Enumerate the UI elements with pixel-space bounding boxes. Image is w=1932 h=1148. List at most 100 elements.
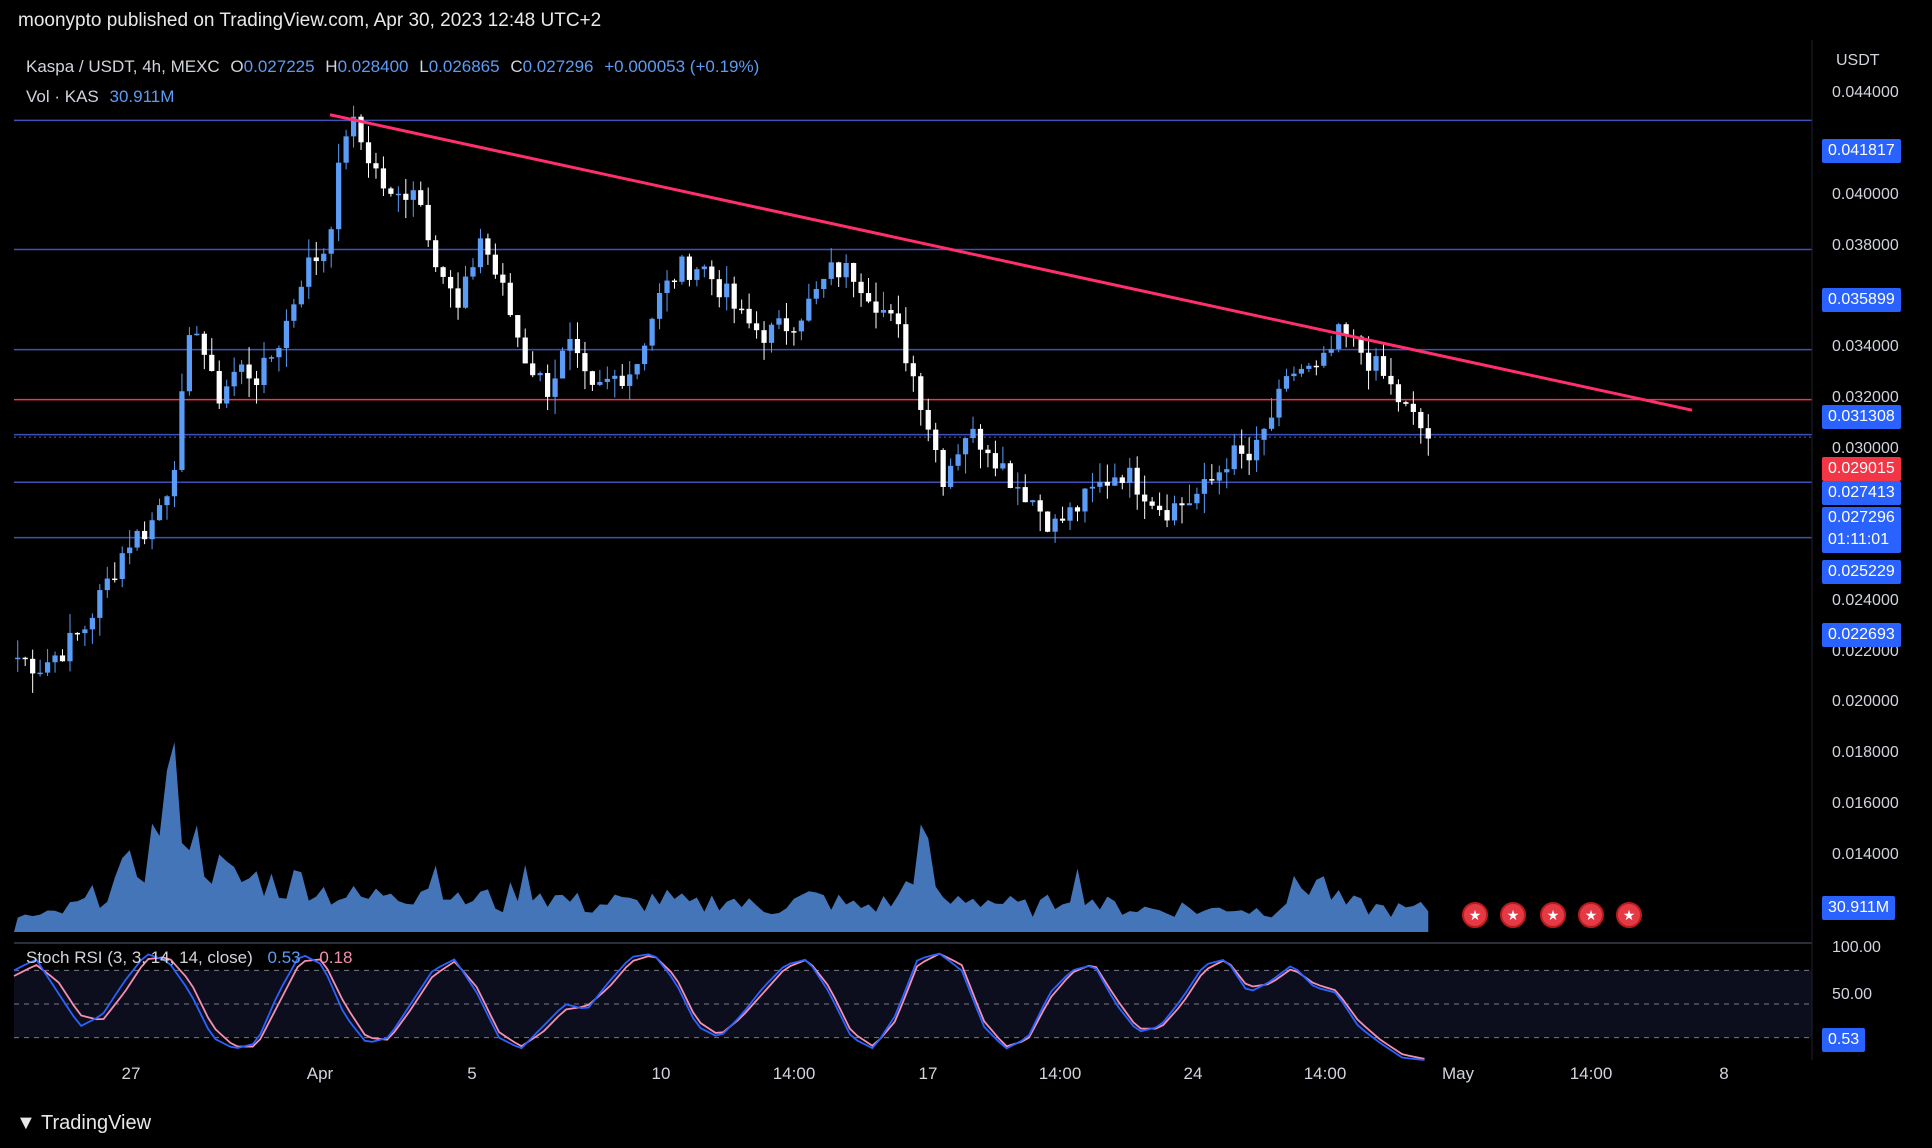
us-event-flag-icon[interactable]: ★ — [1500, 902, 1526, 928]
candle-body — [164, 496, 170, 506]
candle-body — [1045, 511, 1051, 532]
candle-body — [522, 337, 528, 364]
candle-body — [224, 386, 230, 404]
candle-body — [701, 266, 707, 270]
candle-body — [1179, 503, 1185, 506]
candle-body — [231, 371, 237, 387]
candle-body — [1365, 352, 1372, 371]
candle-body — [179, 391, 185, 470]
us-event-flag-icon[interactable]: ★ — [1616, 902, 1642, 928]
candle-body — [753, 323, 760, 331]
candle-body — [828, 262, 834, 279]
candle-body — [306, 257, 312, 287]
candle-body — [656, 292, 663, 319]
candle-body — [283, 320, 290, 349]
candle-body — [567, 338, 573, 351]
open-label: O — [230, 57, 244, 76]
rsi-tick: 100.00 — [1832, 939, 1881, 956]
candle-body — [642, 345, 648, 365]
candle-body — [291, 304, 297, 321]
symbol-label[interactable]: Kaspa / USDT, 4h, MEXC — [26, 57, 220, 76]
candle-body — [15, 657, 21, 660]
candle-body — [485, 238, 491, 255]
price-tick: 0.030000 — [1832, 440, 1899, 457]
candle-body — [67, 632, 73, 662]
descending-trendline — [329, 113, 1693, 412]
change-value: +0.000053 (+0.19%) — [604, 57, 760, 76]
candle-body — [336, 162, 342, 230]
tradingview-logo[interactable]: ▼ TradingView — [16, 1112, 151, 1135]
candle-body — [589, 371, 596, 385]
candle-body — [1000, 463, 1006, 469]
candle-body — [1216, 472, 1222, 481]
candle-body — [1239, 445, 1245, 454]
price-tick: 0.022000 — [1832, 643, 1899, 660]
candle-body — [1283, 376, 1290, 389]
footer: ▼ TradingView — [0, 1100, 1932, 1148]
candle-body — [985, 449, 991, 454]
candle-body — [1254, 439, 1260, 461]
candle-body — [1403, 402, 1409, 404]
candle-body — [1395, 384, 1402, 403]
candle-body — [552, 378, 558, 397]
candle-body — [709, 266, 715, 280]
candle-body — [22, 657, 28, 660]
candle-body — [97, 590, 103, 618]
candle-body — [918, 376, 924, 410]
candle-body — [1171, 503, 1178, 521]
candle-body — [694, 269, 700, 280]
last-price-value: 0.027296 — [1828, 509, 1895, 526]
candle-body — [298, 286, 304, 305]
candle-body — [1313, 365, 1319, 368]
candle-body — [477, 238, 484, 268]
candle-body — [119, 553, 125, 579]
candle-body — [462, 276, 469, 308]
candle-body — [1119, 477, 1125, 483]
last-price-tag: 0.027296 01:11:01 — [1822, 507, 1901, 553]
candle-body — [447, 276, 454, 289]
candle-body — [582, 353, 588, 372]
volume-tag: 30.911M — [1822, 896, 1896, 920]
candle-body — [1007, 463, 1013, 489]
candle-body — [1142, 494, 1148, 502]
candle-body — [1224, 469, 1230, 473]
candle-body — [821, 278, 827, 290]
us-event-flag-icon[interactable]: ★ — [1578, 902, 1604, 928]
time-tick: 17 — [918, 1064, 938, 1083]
stoch-rsi-k-line — [13, 952, 1425, 1061]
candle-body — [664, 280, 670, 293]
candle-body — [358, 116, 364, 143]
time-tick: Apr — [306, 1064, 334, 1083]
us-event-flag-icon[interactable]: ★ — [1462, 902, 1488, 928]
chart-canvas[interactable] — [0, 40, 1932, 1100]
candle-body — [1336, 324, 1342, 350]
candles — [15, 105, 1431, 693]
candle-body — [1059, 518, 1066, 521]
time-tick: 14:00 — [1569, 1064, 1613, 1083]
close-value: 0.027296 — [522, 57, 594, 76]
stoch-rsi-d-value: 0.18 — [319, 948, 353, 967]
candle-body — [1418, 411, 1424, 429]
candle-body — [30, 658, 36, 674]
candle-body — [239, 364, 245, 372]
us-event-flag-icon[interactable]: ★ — [1540, 902, 1566, 928]
candle-body — [836, 262, 842, 278]
candle-body — [977, 428, 984, 450]
level-tag-red: 0.029015 — [1822, 457, 1901, 481]
candle-body — [515, 315, 521, 338]
brand-name: TradingView — [41, 1112, 152, 1134]
time-tick: 24 — [1183, 1064, 1203, 1083]
candle-body — [112, 578, 118, 581]
candle-body — [1186, 503, 1193, 506]
candle-body — [903, 324, 909, 364]
price-tick: 0.034000 — [1832, 338, 1899, 355]
stoch-rsi-label[interactable]: Stoch RSI (3, 3, 14, 14, close) — [26, 948, 253, 967]
candle-body — [1194, 493, 1200, 504]
volume-label[interactable]: Vol · KAS — [26, 87, 99, 106]
level-tag: 0.027413 — [1822, 481, 1901, 505]
candle-body — [1268, 417, 1275, 429]
level-tag: 0.025229 — [1822, 560, 1901, 584]
time-tick: 27 — [121, 1064, 141, 1083]
candle-body — [127, 547, 133, 554]
candle-body — [955, 454, 961, 466]
